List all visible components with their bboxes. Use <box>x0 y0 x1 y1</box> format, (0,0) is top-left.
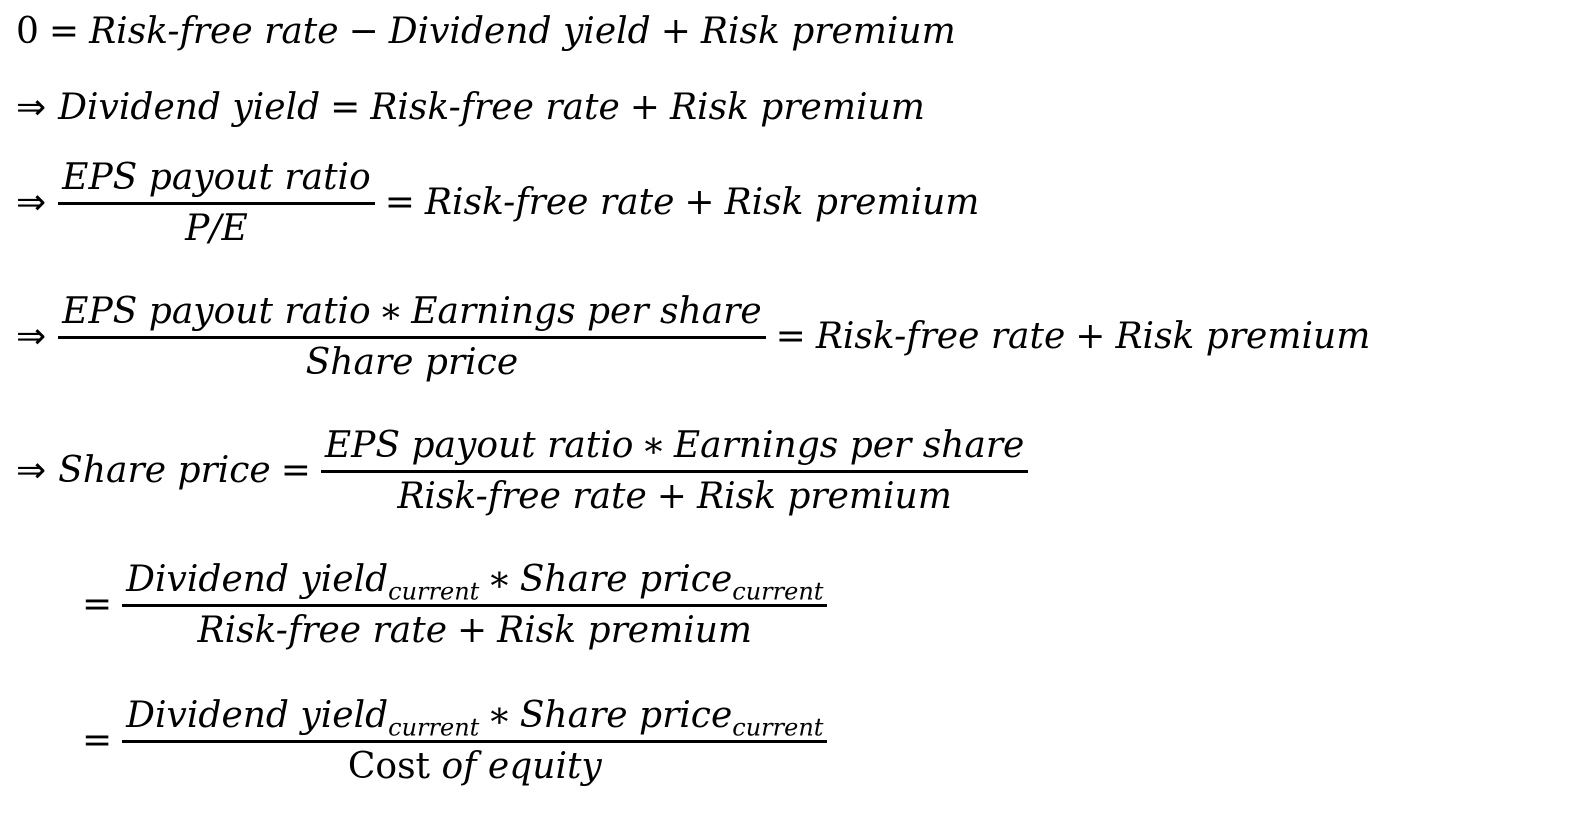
equation-line-2: ⇒ Dividend yield = Risk-free rate + Risk… <box>16 90 925 126</box>
risk-free-rate-term: Risk-free rate <box>397 475 647 517</box>
fraction-bar <box>122 604 828 607</box>
risk-premium-term: Risk premium <box>696 475 952 517</box>
current-subscript: current <box>732 713 824 742</box>
fraction: EPS payout ratio ∗ Earnings per share Shar… <box>58 294 766 383</box>
fraction: EPS payout ratio P/E <box>58 160 375 247</box>
denominator: Cost of equity <box>344 743 606 785</box>
cost-term: Cost <box>347 745 431 787</box>
minus-sign: − <box>348 11 379 52</box>
implies-arrow-icon: ⇒ <box>16 182 47 224</box>
plus-sign: + <box>1075 316 1106 358</box>
current-subscript: current <box>388 577 480 606</box>
equals-sign: = <box>82 720 113 762</box>
plus-sign: + <box>457 609 488 651</box>
earnings-per-share-term: Earnings per share <box>673 425 1025 466</box>
equation-line-5: ⇒ Share price = EPS payout ratio ∗ Earning… <box>16 428 1029 515</box>
denominator-share-price: Share price <box>305 341 519 383</box>
eps-payout-ratio-term: EPS payout ratio <box>62 291 371 332</box>
fraction: Dividend yieldcurrent ∗ Share pricecurrent… <box>122 698 828 785</box>
equals-sign: = <box>330 87 361 128</box>
share-price-term: Share price <box>58 450 271 492</box>
fraction-bar <box>122 740 828 743</box>
risk-free-rate-term: Risk-free rate <box>424 182 675 224</box>
fraction-bar <box>320 470 1029 473</box>
denominator: Risk-free rate + Risk premium <box>393 473 956 515</box>
numerator-eps-payout-ratio: EPS payout ratio <box>62 157 371 198</box>
multiply-sign: ∗ <box>487 695 512 736</box>
fraction-bar <box>58 336 766 339</box>
current-subscript: current <box>388 713 480 742</box>
equals-sign: = <box>775 316 806 358</box>
share-price-term: Share price <box>519 695 733 736</box>
fraction: EPS payout ratio ∗ Earnings per share Risk… <box>320 428 1029 515</box>
numerator: Dividend yieldcurrent ∗ Share pricecurrent <box>122 562 827 604</box>
fraction: Dividend yieldcurrent ∗ Share pricecurrent… <box>122 562 828 649</box>
equation-line-3: ⇒ EPS payout ratio P/E = Risk-free rate … <box>16 160 979 247</box>
current-subscript: current <box>732 577 824 606</box>
denominator-pe: P/E <box>185 207 248 249</box>
equation-line-6: = Dividend yieldcurrent ∗ Share pricecurre… <box>82 562 828 649</box>
risk-premium-term: Risk premium <box>700 11 956 52</box>
numerator: Dividend yieldcurrent ∗ Share pricecurrent <box>122 698 827 740</box>
multiply-sign: ∗ <box>378 291 404 332</box>
numerator: EPS payout ratio ∗ Earnings per share <box>58 294 765 336</box>
plus-sign: + <box>656 475 687 517</box>
dividend-yield-term: Dividend yield <box>388 11 651 52</box>
equation-line-7: = Dividend yieldcurrent ∗ Share pricecurre… <box>82 698 828 785</box>
risk-free-rate-term: Risk-free rate <box>197 609 447 651</box>
equals-sign: = <box>48 11 80 52</box>
equation-line-4: ⇒ EPS payout ratio ∗ Earnings per share Sh… <box>16 294 1370 381</box>
risk-premium-term: Risk premium <box>669 87 925 128</box>
plus-sign: + <box>660 11 691 52</box>
share-price-term: Share price <box>519 559 733 600</box>
dividend-yield-term: Dividend yield <box>58 87 321 128</box>
risk-free-rate-term: Risk-free rate <box>815 316 1066 358</box>
risk-free-rate-term: Risk-free rate <box>89 11 339 52</box>
risk-premium-term: Risk premium <box>1115 316 1371 358</box>
numerator: EPS payout ratio ∗ Earnings per share <box>321 428 1028 470</box>
multiply-sign: ∗ <box>641 425 666 466</box>
implies-arrow-icon: ⇒ <box>16 450 47 492</box>
equals-sign: = <box>280 450 311 492</box>
fraction-bar <box>58 202 375 205</box>
plus-sign: + <box>684 182 715 224</box>
denominator: Risk-free rate + Risk premium <box>194 607 757 649</box>
implies-arrow-icon: ⇒ <box>16 87 47 128</box>
equals-sign: = <box>82 584 113 626</box>
risk-free-rate-term: Risk-free rate <box>370 87 620 128</box>
risk-premium-term: Risk premium <box>724 182 980 224</box>
equation-line-1: 0 = Risk-free rate − Dividend yield + Ri… <box>16 14 956 50</box>
eps-payout-ratio-term: EPS payout ratio <box>324 425 634 466</box>
implies-arrow-icon: ⇒ <box>16 316 47 358</box>
multiply-sign: ∗ <box>487 559 512 600</box>
dividend-yield-term: Dividend yield <box>126 695 389 736</box>
earnings-per-share-term: Earnings per share <box>411 291 762 332</box>
risk-premium-term: Risk premium <box>497 609 753 651</box>
equals-sign: = <box>384 182 415 224</box>
plus-sign: + <box>629 87 660 128</box>
dividend-yield-term: Dividend yield <box>126 559 389 600</box>
zero-term: 0 <box>16 11 39 52</box>
of-equity-term: of equity <box>441 745 602 787</box>
